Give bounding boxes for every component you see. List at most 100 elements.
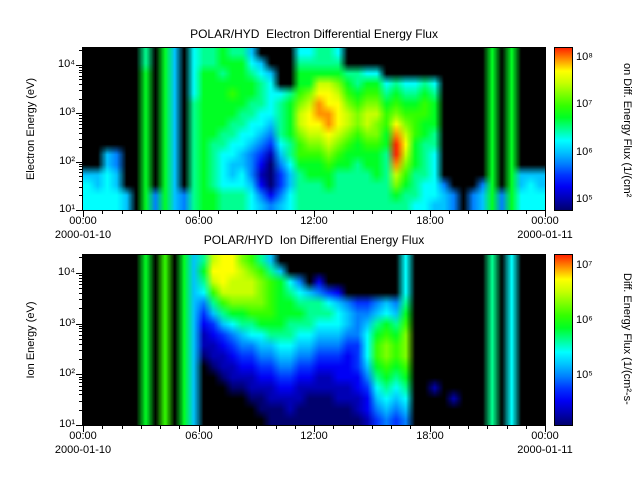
x-minor-tick — [218, 211, 219, 214]
x-minor-tick — [160, 211, 161, 214]
x-minor-tick — [487, 211, 488, 214]
electron-panel-title: POLAR/HYD Electron Differential Energy F… — [190, 27, 438, 41]
x-minor-tick — [487, 426, 488, 429]
y-minor-tick — [79, 124, 82, 125]
colorbar-tick-label: 10⁸ — [576, 51, 593, 63]
x-major-tick — [199, 426, 200, 432]
y-tick-label: 10² — [59, 155, 75, 167]
y-minor-tick — [79, 379, 82, 380]
y-minor-tick — [79, 187, 82, 188]
y-minor-tick — [79, 172, 82, 173]
y-minor-tick — [79, 195, 82, 196]
y-major-tick — [76, 162, 82, 163]
x-minor-tick — [468, 426, 469, 429]
x-major-tick — [545, 426, 546, 432]
y-minor-tick — [79, 326, 82, 327]
y-minor-tick — [79, 257, 82, 258]
y-minor-tick — [79, 390, 82, 391]
x-minor-tick — [353, 426, 354, 429]
y-minor-tick — [79, 50, 82, 51]
colorbar-tick-label: 10⁶ — [576, 314, 593, 326]
x-tick-label: 00:00 — [69, 215, 97, 227]
y-minor-tick — [79, 284, 82, 285]
y-minor-tick — [79, 359, 82, 360]
y-major-tick — [76, 324, 82, 325]
y-minor-tick — [79, 76, 82, 77]
y-minor-tick — [79, 139, 82, 140]
x-major-tick — [545, 211, 546, 217]
y-major-tick — [76, 374, 82, 375]
y-minor-tick — [79, 344, 82, 345]
x-minor-tick — [102, 211, 103, 214]
x-minor-tick — [526, 426, 527, 429]
y-minor-tick — [79, 401, 82, 402]
ion-y-axis-label-text: Ion Energy (eV) — [25, 301, 37, 379]
x-minor-tick — [122, 211, 123, 214]
x-major-tick — [314, 211, 315, 217]
x-minor-tick — [179, 211, 180, 214]
y-major-tick — [76, 273, 82, 274]
x-minor-tick — [179, 426, 180, 429]
ion-spectrogram — [82, 254, 546, 426]
x-tick-label: 12:00 — [300, 215, 328, 227]
x-minor-tick — [237, 426, 238, 429]
x-minor-tick — [449, 211, 450, 214]
x-minor-tick — [333, 426, 334, 429]
y-major-tick — [76, 113, 82, 114]
x-minor-tick — [218, 426, 219, 429]
x-major-tick — [199, 211, 200, 217]
x-minor-tick — [449, 426, 450, 429]
colorbar-tick-label: 10⁵ — [576, 193, 593, 205]
y-minor-tick — [79, 335, 82, 336]
y-major-tick — [76, 65, 82, 66]
x-tick-label: 00:00 — [531, 430, 559, 442]
x-major-tick — [430, 426, 431, 432]
y-tick-label: 10¹ — [59, 203, 75, 215]
y-minor-tick — [79, 288, 82, 289]
x-minor-tick — [507, 426, 508, 429]
x-minor-tick — [372, 426, 373, 429]
x-tick-label: 18:00 — [416, 215, 444, 227]
y-tick-label: 10⁴ — [58, 58, 75, 70]
y-minor-tick — [79, 386, 82, 387]
x-minor-tick — [276, 426, 277, 429]
colorbar-tick-label: 10⁷ — [576, 259, 593, 271]
y-minor-tick — [79, 99, 82, 100]
y-tick-label: 10² — [59, 367, 75, 379]
y-minor-tick — [79, 67, 82, 68]
y-minor-tick — [79, 166, 82, 167]
x-tick-label: 18:00 — [416, 430, 444, 442]
y-minor-tick — [79, 90, 82, 91]
x-minor-tick — [372, 211, 373, 214]
x-minor-tick — [237, 211, 238, 214]
y-minor-tick — [79, 164, 82, 165]
x-minor-tick — [141, 426, 142, 429]
colorbar-tick-label: 10⁵ — [576, 369, 593, 381]
x-minor-tick — [141, 211, 142, 214]
y-minor-tick — [79, 121, 82, 122]
y-minor-tick — [79, 115, 82, 116]
y-minor-tick — [79, 410, 82, 411]
x-tick-label: 00:00 — [69, 430, 97, 442]
x-minor-tick — [102, 426, 103, 429]
x-tick-label: 06:00 — [185, 430, 213, 442]
x-minor-tick — [353, 211, 354, 214]
y-minor-tick — [79, 278, 82, 279]
x-minor-tick — [256, 211, 257, 214]
electron-date-start: 2000-01-10 — [54, 229, 112, 241]
y-minor-tick — [79, 339, 82, 340]
y-minor-tick — [79, 293, 82, 294]
electron-colorbar — [554, 47, 573, 211]
ion-colorbar-title: Diff. Energy Flux (1/(cm²-s- — [621, 273, 633, 405]
x-minor-tick — [295, 211, 296, 214]
ion-panel-title: POLAR/HYD Ion Differential Energy Flux — [203, 233, 425, 247]
y-minor-tick — [79, 169, 82, 170]
y-minor-tick — [79, 394, 82, 395]
x-minor-tick — [276, 211, 277, 214]
y-minor-tick — [79, 72, 82, 73]
y-minor-tick — [79, 128, 82, 129]
x-minor-tick — [410, 211, 411, 214]
ion-colorbar — [554, 254, 573, 426]
colorbar-tick-label: 10⁶ — [576, 146, 593, 158]
